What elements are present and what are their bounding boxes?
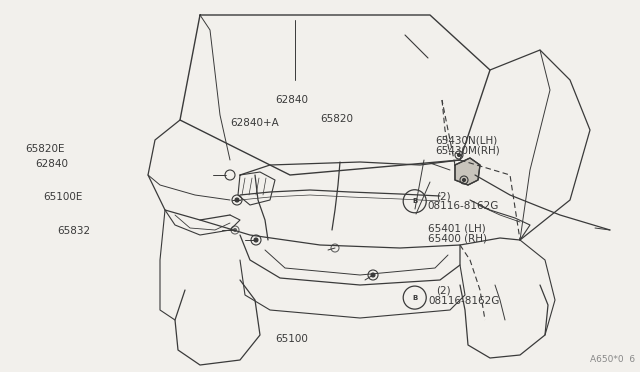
Polygon shape bbox=[455, 158, 480, 185]
Circle shape bbox=[254, 238, 258, 242]
Text: 65430M(RH): 65430M(RH) bbox=[435, 146, 500, 155]
Text: (2): (2) bbox=[436, 286, 451, 296]
Text: 65430N(LH): 65430N(LH) bbox=[435, 136, 497, 145]
Text: 62840+A: 62840+A bbox=[230, 118, 279, 128]
Text: 65832: 65832 bbox=[58, 226, 91, 235]
Circle shape bbox=[463, 179, 465, 182]
Text: 65401 (LH): 65401 (LH) bbox=[428, 224, 485, 234]
Text: B: B bbox=[412, 198, 417, 204]
Circle shape bbox=[371, 273, 375, 277]
Text: B: B bbox=[412, 295, 417, 301]
Text: 65100E: 65100E bbox=[44, 192, 83, 202]
Text: 65400 (RH): 65400 (RH) bbox=[428, 233, 486, 243]
Text: 08116-8162G: 08116-8162G bbox=[429, 296, 500, 306]
Text: 65820E: 65820E bbox=[26, 144, 65, 154]
Text: 08116-8162G: 08116-8162G bbox=[428, 202, 499, 211]
Text: 62840: 62840 bbox=[275, 96, 308, 105]
Text: 65100: 65100 bbox=[275, 334, 308, 343]
Text: 65820: 65820 bbox=[320, 114, 353, 124]
Circle shape bbox=[234, 228, 237, 231]
Text: 62840: 62840 bbox=[35, 159, 68, 169]
Text: (2): (2) bbox=[436, 191, 451, 201]
Text: A650*0  6: A650*0 6 bbox=[590, 355, 635, 364]
Circle shape bbox=[235, 198, 239, 202]
Circle shape bbox=[458, 154, 461, 157]
